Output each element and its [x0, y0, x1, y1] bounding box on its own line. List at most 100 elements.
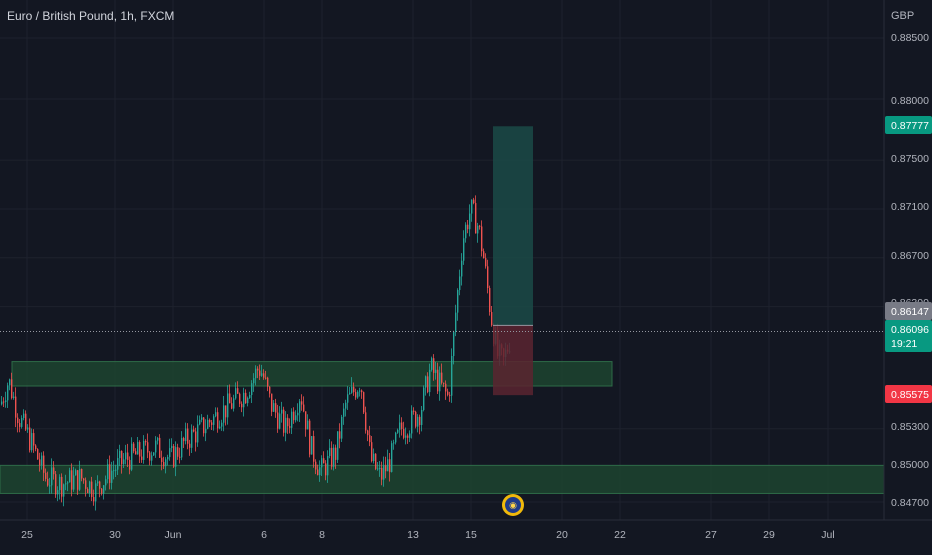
candle-body: [337, 431, 339, 460]
candle-body: [97, 481, 99, 484]
candle-body: [79, 468, 81, 490]
entry-badge-text: 0.86147: [891, 306, 929, 318]
candle-body: [321, 458, 323, 468]
candle-body: [227, 393, 229, 418]
candle-body: [115, 469, 117, 471]
time-tick: 30: [109, 529, 121, 541]
candle-body: [353, 386, 355, 393]
candle-body: [389, 459, 391, 472]
candle-body: [377, 468, 379, 470]
candle-body: [85, 480, 87, 489]
candle-body: [239, 393, 241, 404]
candle-body: [205, 428, 207, 434]
candle-body: [69, 470, 71, 483]
candle-body: [11, 379, 13, 399]
candle-body: [39, 459, 41, 466]
candle-body: [427, 376, 429, 393]
candle-body: [149, 452, 151, 461]
candle-body: [171, 446, 173, 449]
candle-body: [459, 276, 461, 291]
candle-body: [219, 426, 221, 429]
candle-body: [135, 451, 137, 455]
candle-body: [215, 412, 217, 417]
candle-body: [111, 470, 113, 483]
candle-body: [457, 290, 459, 313]
candle-body: [323, 458, 325, 464]
candle-body: [249, 394, 251, 398]
candle-body: [287, 417, 289, 427]
candle-body: [207, 419, 209, 429]
candle-body: [233, 398, 235, 409]
candle-body: [391, 443, 393, 472]
candle-body: [131, 443, 133, 470]
candle-body: [307, 420, 309, 430]
candle-body: [387, 459, 389, 472]
candle-body: [137, 442, 139, 455]
candle-body: [481, 226, 483, 252]
candle-body: [61, 476, 63, 497]
candle-body: [393, 442, 395, 444]
candle-body: [75, 470, 77, 476]
candle-body: [37, 449, 39, 460]
candle-body: [271, 393, 273, 412]
candle-body: [221, 422, 223, 427]
candle-body: [41, 455, 43, 466]
candle-body: [225, 405, 227, 418]
candle-body: [161, 457, 163, 462]
candle-body: [343, 408, 345, 417]
candle-body: [47, 478, 49, 486]
candle-body: [165, 459, 167, 467]
candle-body: [151, 455, 153, 461]
target-badge-text: 0.87777: [891, 120, 929, 132]
candle-body: [293, 411, 295, 421]
candle-body: [283, 409, 285, 433]
candle-body: [59, 476, 61, 491]
candle-body: [435, 369, 437, 373]
candle-body: [341, 416, 343, 439]
last-price-badge: 0.86096 19:21: [885, 320, 932, 352]
stop-badge-bg: [885, 385, 932, 403]
candle-body: [53, 467, 55, 475]
globe-icon: ◉: [505, 497, 521, 513]
candle-body: [245, 392, 247, 404]
time-tick: 27: [705, 529, 717, 541]
time-tick: 8: [319, 529, 325, 541]
candle-body: [397, 429, 399, 433]
candle-body: [91, 481, 93, 498]
candle-body: [277, 412, 279, 429]
candle-body: [303, 404, 305, 412]
candle-body: [119, 450, 121, 459]
candle-body: [113, 470, 115, 472]
candle-body: [173, 446, 175, 467]
candle-body: [31, 433, 33, 451]
candle-body: [73, 475, 75, 490]
price-tick: 0.87500: [891, 153, 929, 165]
candle-body: [433, 358, 435, 373]
candle-body: [289, 426, 291, 428]
candle-body: [477, 225, 479, 234]
economic-event-icon[interactable]: ◉: [502, 494, 524, 516]
candle-body: [275, 403, 277, 413]
candle-body: [175, 447, 177, 467]
candle-body: [367, 430, 369, 436]
candle-body: [251, 383, 253, 395]
candle-body: [447, 391, 449, 395]
candle-body: [33, 433, 35, 446]
symbol-title[interactable]: Euro / British Pound, 1h, FXCM: [7, 9, 175, 23]
stop-price-badge: 0.85575: [885, 385, 932, 403]
candle-body: [467, 224, 469, 230]
candle-body: [83, 478, 85, 481]
candle-body: [177, 447, 179, 457]
candle-body: [15, 396, 17, 418]
time-tick: 13: [407, 529, 419, 541]
candle-body: [25, 413, 27, 430]
candle-body: [415, 411, 417, 427]
candle-body: [107, 464, 109, 480]
candle-body: [333, 447, 335, 467]
candle-body: [213, 416, 215, 425]
candle-body: [241, 403, 243, 408]
time-axis[interactable]: 25 30 Jun 6 8 13 15 20 22 27 29 Jul: [21, 529, 835, 541]
